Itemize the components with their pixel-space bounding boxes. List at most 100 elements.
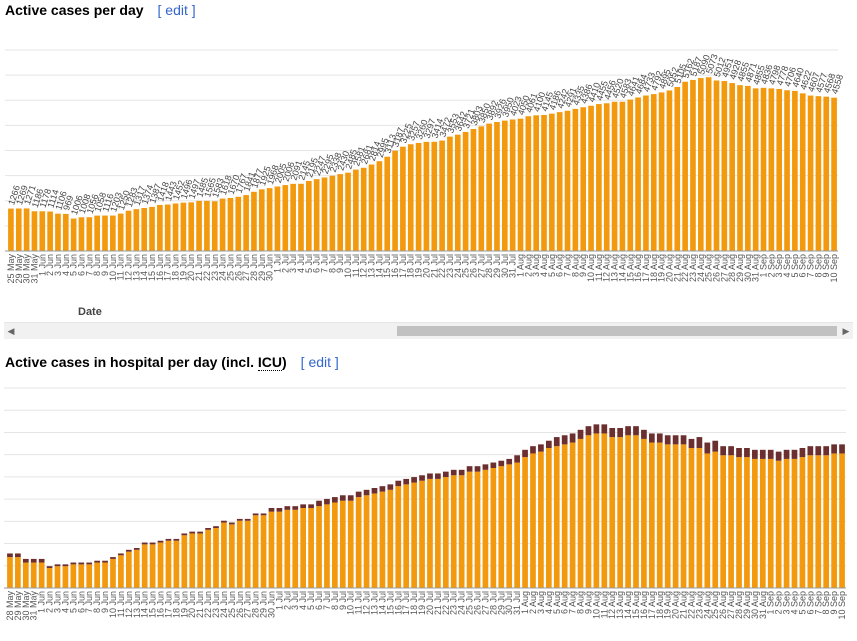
bar-primary [569,442,576,588]
x-tick-label: 20 Aug [664,254,674,282]
x-tick-label: 8 Jul [327,254,337,273]
x-tick-label: 3 Jul [290,591,300,610]
bar-primary [635,97,641,251]
bar-primary [30,562,37,588]
x-tick-label: 19 Jul [414,254,424,278]
x-tick-label: 7 Sep [813,591,823,615]
x-tick-label: 16 Aug [639,591,649,619]
x-tick-label: 23 Jul [445,254,455,278]
x-tick-label: 14 Jul [377,591,387,615]
bar-secondary [577,429,584,439]
x-tick-label: 1 Jun [37,254,47,276]
x-tick-label: 13 Aug [610,254,620,282]
x-tick-label: 30 May [21,591,31,621]
x-tick-label: 21 Aug [679,591,689,619]
bar-primary [658,92,665,252]
x-tick-label: 10 Aug [591,591,601,619]
bar-primary [290,183,296,251]
x-tick-label: 13 Jul [367,254,377,278]
bar-primary [690,79,696,251]
bar-secondary [530,446,536,454]
bar-primary [633,435,639,588]
bar-secondary [411,477,417,483]
chart1-edit-link[interactable]: [ edit ] [157,2,196,18]
bar-primary [807,95,814,251]
chart2-edit-link[interactable]: [ edit ] [300,354,339,370]
x-tick-label: 12 Aug [607,591,617,619]
bar-secondary [458,469,465,476]
x-tick-label: 27 Jun [243,591,253,618]
bar-secondary [260,513,267,516]
bar-primary [490,468,497,588]
bar-secondary [823,446,830,456]
bar-secondary [371,488,378,494]
bar-primary [525,116,532,252]
bar-secondary [545,440,552,448]
bar-secondary [118,553,124,556]
bar-primary [549,113,555,252]
bar-primary [470,128,477,251]
bar-secondary [704,442,711,454]
x-tick-label: 25 Jun [227,591,237,618]
bar-secondary [538,444,544,452]
x-tick-label: 12 Aug [602,254,612,282]
bar-secondary [831,444,837,454]
bar-primary [466,471,473,588]
bar-primary [674,87,681,251]
bar-primary [149,544,156,588]
bar-primary [15,557,21,588]
x-tick-label: 15 Jun [148,591,158,618]
bar-primary [442,477,449,588]
bar-primary [321,177,328,251]
bar-primary [474,471,481,588]
x-tick-label: 1 Jul [272,254,282,273]
x-tick-label: 23 Aug [688,254,698,282]
x-tick-label: 4 Jul [298,591,308,610]
x-tick-label: 1 Aug [515,254,525,277]
bar-primary [815,96,822,252]
x-tick-label: 5 Aug [547,254,557,277]
x-tick-label: 9 Aug [583,591,593,614]
scroll-left-arrow-icon[interactable]: ◀ [7,326,15,336]
bar-primary [462,131,469,251]
bar-primary [704,453,711,588]
bar-secondary [7,553,13,558]
bar-secondary [601,424,608,434]
x-tick-label: 3 Jun [53,591,63,613]
x-tick-label: 15 Jun [147,254,157,281]
x-tick-label: 7 Jun [84,254,94,276]
chart1-scrollbar[interactable]: ◀ ▶ [4,322,853,339]
x-tick-label: 11 Jul [354,591,364,614]
x-tick-label: 20 Jun [186,254,196,281]
bar-secondary [435,473,441,479]
bar-primary [419,480,425,588]
bar-secondary [284,506,291,510]
bar-primary [211,201,218,251]
x-tick-label: 1 Jun [37,591,47,613]
x-tick-label: 23 Jun [211,591,221,618]
bar-primary [831,97,837,251]
bar-secondary [783,449,790,459]
bar-secondary [213,526,219,528]
x-tick-label: 27 Jul [480,591,490,615]
bar-primary [292,509,299,588]
x-tick-label: 2 Jun [45,591,55,613]
x-tick-label: 30 Jun [266,591,276,618]
x-tick-label: 2 Jul [282,591,292,610]
x-tick-label: 1 Aug [520,591,530,614]
bar-primary [705,77,712,251]
bar-secondary [466,466,473,472]
x-tick-label: 31 Aug [758,591,768,619]
x-tick-label: 21 Jul [429,254,439,278]
scroll-right-arrow-icon[interactable]: ▶ [842,326,850,336]
bar-secondary [688,438,695,448]
x-tick-label: 13 Jun [132,591,142,618]
bar-secondary [22,558,29,563]
x-tick-label: 30 Jun [265,254,275,281]
bar-primary [62,566,69,588]
bar-primary [666,90,673,251]
bar-primary [221,522,227,588]
bar-secondary [442,471,449,478]
bar-primary [775,460,782,588]
scroll-thumb[interactable] [397,326,837,336]
